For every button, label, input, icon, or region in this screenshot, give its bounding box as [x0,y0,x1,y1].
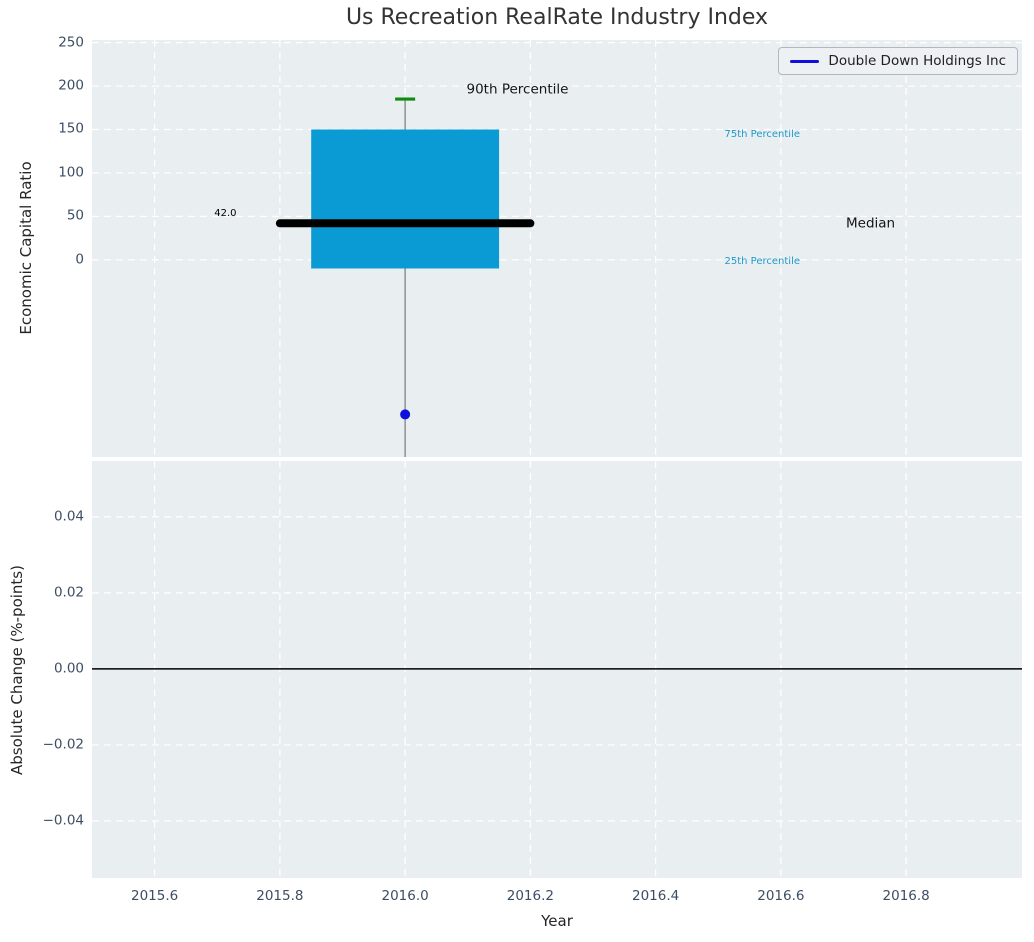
ytick-label: 50 [66,207,84,224]
xtick-label: 2016.6 [757,888,805,904]
xtick-label: 2016.2 [506,888,554,904]
annotation-25th-percentile: 25th Percentile [724,255,801,267]
xtick-label: 2015.6 [131,888,179,904]
xtick-label: 2016.8 [882,888,930,904]
y-axis-label-top: Economic Capital Ratio [17,161,35,335]
chart-title: Us Recreation RealRate Industry Index [345,5,769,30]
ytick-label: 250 [58,33,84,50]
annotation-median: Median [846,215,896,232]
xtick-label: 2015.8 [256,888,304,904]
axes-background [92,40,1022,457]
ytick-label: 100 [58,164,84,181]
ytick-label: 150 [58,120,84,137]
ytick-label: 200 [58,77,84,94]
company-point [400,409,411,420]
xtick-label: 2016.0 [381,888,429,904]
x-axis-label: Year [541,912,573,930]
y-axis-label-bottom: Absolute Change (%-points) [8,565,26,775]
xtick-label: 2016.4 [632,888,680,904]
ytick-label: 0 [75,251,84,268]
ytick-label: 0.04 [53,508,84,525]
ytick-label: 0.00 [53,660,84,677]
iqr-box [311,129,500,269]
ytick-label: −0.02 [42,736,84,753]
legend: Double Down Holdings Inc [778,47,1018,75]
annotation-75th-percentile: 75th Percentile [724,128,801,140]
legend-line-swatch [790,59,820,63]
ytick-label: −0.04 [42,812,84,829]
ytick-label: 0.02 [53,584,84,601]
annotation-90th-percentile: 90th Percentile [466,80,569,97]
annotation-42-0: 42.0 [214,207,237,219]
legend-label: Double Down Holdings Inc [828,53,1006,69]
